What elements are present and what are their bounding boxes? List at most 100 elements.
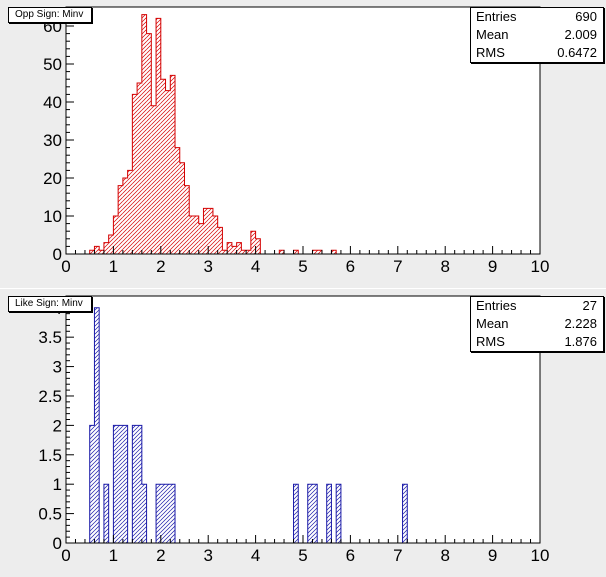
- histogram-bin: [165, 90, 171, 254]
- histogram-bin: [179, 162, 185, 254]
- stats-mean-value: 2.009: [564, 27, 597, 42]
- x-tick-label: 5: [298, 257, 307, 276]
- histogram-bin: [165, 484, 171, 543]
- histogram-bin: [312, 250, 318, 254]
- histogram-outline: [89, 14, 337, 254]
- x-tick-label: 7: [393, 257, 402, 276]
- y-tick-label: 0.5: [38, 505, 62, 524]
- histogram-bin: [317, 250, 322, 254]
- histogram-bin: [212, 216, 218, 254]
- like-sign-stats-box: Entries 27 Mean 2.228 RMS 1.876: [470, 296, 604, 352]
- histogram-bin: [175, 147, 180, 254]
- x-tick-label: 6: [346, 546, 355, 565]
- stats-rms-label: RMS: [476, 334, 505, 349]
- histogram-bin: [241, 250, 247, 254]
- stats-rms-value: 0.6472: [557, 45, 597, 60]
- stats-mean-row: Mean 2.009: [471, 26, 603, 44]
- histogram-bin: [122, 425, 128, 543]
- histogram-bin: [293, 484, 299, 543]
- histogram-bin: [156, 18, 161, 255]
- histogram-bin: [141, 14, 147, 254]
- histogram-bin: [331, 250, 337, 254]
- histogram-bin: [132, 94, 138, 255]
- histogram-bin: [160, 484, 166, 543]
- histogram-bin: [113, 425, 119, 543]
- y-tick-label: 0: [53, 245, 62, 264]
- x-tick-label: 7: [393, 546, 402, 565]
- histogram-bin: [122, 178, 128, 254]
- stats-entries-label: Entries: [476, 9, 517, 24]
- histogram-bin: [402, 484, 408, 543]
- histogram-bin: [137, 425, 142, 543]
- histogram-bin: [103, 484, 109, 543]
- x-tick-label: 2: [156, 546, 165, 565]
- histogram-bin: [118, 425, 123, 543]
- x-tick-label: 10: [531, 257, 550, 276]
- stats-mean-row: Mean 2.228: [471, 315, 603, 333]
- histogram-bin: [127, 170, 133, 254]
- histogram-bin: [236, 242, 242, 254]
- x-tick-label: 6: [346, 257, 355, 276]
- x-tick-label: 10: [531, 546, 550, 565]
- stats-rms-row: RMS 0.6472: [471, 44, 603, 62]
- histogram-bin: [189, 216, 194, 254]
- x-tick-label: 3: [203, 546, 212, 565]
- histogram-bin: [94, 307, 100, 543]
- histogram-bin: [307, 484, 313, 543]
- x-tick-label: 0: [61, 257, 70, 276]
- y-tick-label: 20: [43, 169, 62, 188]
- stats-mean-label: Mean: [476, 316, 509, 331]
- histogram-bin: [118, 185, 123, 254]
- x-tick-label: 1: [109, 546, 118, 565]
- y-tick-label: 3: [53, 358, 62, 377]
- histogram-bin: [156, 484, 161, 543]
- x-tick-label: 4: [251, 257, 260, 276]
- histogram-bin: [336, 484, 341, 543]
- histogram-bin: [203, 208, 209, 254]
- stats-rms-label: RMS: [476, 45, 505, 60]
- histogram-bin: [103, 242, 109, 254]
- stats-rms-row: RMS 1.876: [471, 333, 603, 351]
- histogram-bin: [113, 216, 119, 254]
- histogram-bin: [250, 231, 256, 254]
- histogram-bin: [170, 75, 176, 255]
- histogram-bin: [184, 185, 190, 254]
- histogram-bin: [231, 246, 237, 254]
- x-tick-label: 9: [488, 257, 497, 276]
- y-tick-label: 10: [43, 207, 62, 226]
- opp-sign-pad: 0 1 2 3 4 5 6 7 8 9 10 0 10 20 30 40 50 60 Opp Sign: Minv…: [0, 0, 606, 288]
- x-tick-label: 4: [251, 546, 260, 565]
- histogram-bin: [89, 425, 95, 543]
- stats-entries-value: 27: [582, 298, 597, 313]
- histogram-bin: [312, 484, 318, 543]
- histogram-bin: [227, 242, 232, 254]
- histogram-bin: [222, 250, 228, 254]
- histogram-bin: [279, 250, 285, 254]
- stats-entries-row: Entries 690: [471, 8, 603, 26]
- histogram-bin: [198, 223, 204, 254]
- y-tick-label: 0: [53, 534, 62, 553]
- opp-sign-stats-box: Entries 690 Mean 2.009 RMS 0.6472: [470, 7, 604, 63]
- histogram-bin: [141, 484, 147, 543]
- like-sign-title: Like Sign: Minv: [8, 296, 92, 312]
- x-tick-label: 9: [488, 546, 497, 565]
- histogram-bin: [99, 250, 104, 254]
- y-tick-label: 3.5: [38, 328, 62, 347]
- histogram-outline: [89, 307, 408, 543]
- histogram-bin: [137, 83, 142, 254]
- histogram-bin: [151, 105, 157, 254]
- histogram-bin: [160, 79, 166, 254]
- x-tick-label: 5: [298, 546, 307, 565]
- opp-sign-title: Opp Sign: Minv: [8, 7, 93, 23]
- stats-rms-value: 1.876: [564, 334, 597, 349]
- histogram-bin: [146, 33, 152, 254]
- x-tick-label: 3: [203, 257, 212, 276]
- x-tick-label: 2: [156, 257, 165, 276]
- histogram-bin: [170, 484, 176, 543]
- y-tick-label: 40: [43, 93, 62, 112]
- histogram-bin: [326, 484, 332, 543]
- stats-mean-label: Mean: [476, 27, 509, 42]
